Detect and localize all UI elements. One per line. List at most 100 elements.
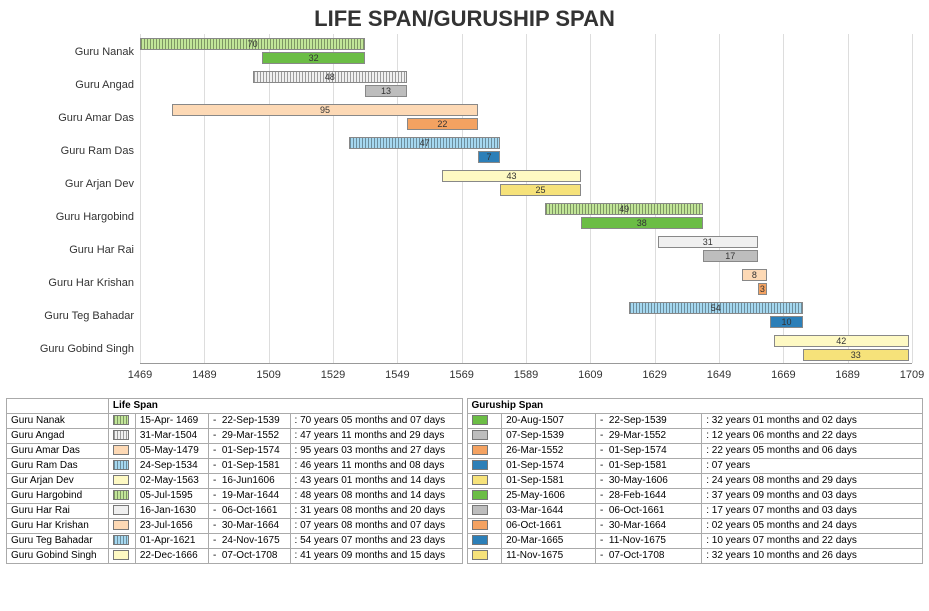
table-row: Guru Har Rai 16-Jan-1630- 06-Oct-1661: 31…	[7, 504, 463, 519]
y-label: Guru Amar Das	[58, 112, 134, 124]
row-to: - 06-Oct-1661	[208, 504, 290, 519]
table-row: 20-Mar-1665- 11-Nov-1675: 10 years 07 mo…	[467, 534, 923, 549]
row-dur: : 41 years 09 months and 15 days	[290, 549, 462, 564]
row-swatch	[467, 429, 502, 444]
table-row: Guru Angad31-Mar-1504- 29-Mar-1552: 47 y…	[7, 429, 463, 444]
guru-bar: 17	[703, 250, 758, 262]
gridline	[462, 34, 463, 363]
row-dur: : 31 years 08 months and 20 days	[290, 504, 462, 519]
guru-bar: 13	[365, 85, 407, 97]
row-swatch	[108, 549, 135, 564]
row-from: 15-Apr- 1469	[135, 414, 208, 429]
table-row: 06-Oct-1661- 30-Mar-1664: 02 years 05 mo…	[467, 519, 923, 534]
table-row: 01-Sep-1574- 01-Sep-1581: 07 years	[467, 459, 923, 474]
row-name: Guru Amar Das	[7, 444, 109, 459]
row-name: Guru Teg Bahadar	[7, 534, 109, 549]
row-dur: : 48 years 08 months and 14 days	[290, 489, 462, 504]
row-from: 01-Apr-1621	[135, 534, 208, 549]
row-dur: : 07 years	[702, 459, 923, 474]
life-bar: 70	[140, 38, 365, 50]
life-bar: 8	[742, 269, 768, 281]
gridline	[333, 34, 334, 363]
x-axis-labels: 1469148915091529154915691589160916291649…	[140, 369, 912, 389]
row-dur: : 46 years 11 months and 08 days	[290, 459, 462, 474]
y-label: Guru Teg Bahadar	[44, 310, 134, 322]
row-name: Gur Arjan Dev	[7, 474, 109, 489]
legend-tables: Life Span Guru Nanak15-Apr- 1469- 22-Sep…	[0, 394, 929, 568]
table-row: Guru Teg Bahadar01-Apr-1621- 24-Nov-1675…	[7, 534, 463, 549]
row-from: 16-Jan-1630	[135, 504, 208, 519]
y-label: Guru Ram Das	[61, 145, 134, 157]
row-name: Guru Har Krishan	[7, 519, 109, 534]
row-to: - 07-Oct-1708	[595, 549, 701, 564]
life-bar: 54	[629, 302, 803, 314]
row-from: 02-May-1563	[135, 474, 208, 489]
row-swatch	[108, 489, 135, 504]
life-table-header: Life Span	[108, 399, 462, 414]
row-dur: : 24 years 08 months and 29 days	[702, 474, 923, 489]
x-tick-label: 1689	[835, 369, 859, 381]
gridline	[269, 34, 270, 363]
x-tick-label: 1509	[256, 369, 280, 381]
row-name: Guru Har Rai	[7, 504, 109, 519]
x-tick-label: 1629	[642, 369, 666, 381]
row-name: Guru Nanak	[7, 414, 109, 429]
row-swatch	[467, 519, 502, 534]
table-row: 26-Mar-1552- 01-Sep-1574: 22 years 05 mo…	[467, 444, 923, 459]
row-dur: : 54 years 07 months and 23 days	[290, 534, 462, 549]
row-to: - 16-Jun1606	[208, 474, 290, 489]
guru-bar: 10	[770, 316, 802, 328]
life-bar: 48	[253, 71, 407, 83]
row-from: 25-May-1606	[502, 489, 596, 504]
row-to: - 01-Sep-1581	[595, 459, 701, 474]
row-from: 22-Dec-1666	[135, 549, 208, 564]
row-dur: : 10 years 07 months and 22 days	[702, 534, 923, 549]
table-row: Guru Gobind Singh22-Dec-1666- 07-Oct-170…	[7, 549, 463, 564]
row-name: Guru Angad	[7, 429, 109, 444]
row-from: 20-Aug-1507	[502, 414, 596, 429]
y-label: Gur Arjan Dev	[65, 178, 134, 190]
row-to: - 30-Mar-1664	[595, 519, 701, 534]
table-row: 11-Nov-1675- 07-Oct-1708: 32 years 10 mo…	[467, 549, 923, 564]
y-axis-labels: Guru NanakGuru AngadGuru Amar DasGuru Ra…	[8, 34, 140, 364]
row-to: - 29-Mar-1552	[595, 429, 701, 444]
row-from: 01-Sep-1574	[502, 459, 596, 474]
table-row: 20-Aug-1507- 22-Sep-1539: 32 years 01 mo…	[467, 414, 923, 429]
life-bar: 47	[349, 137, 500, 149]
x-tick-label: 1649	[707, 369, 731, 381]
gridline	[590, 34, 591, 363]
row-to: - 01-Sep-1574	[595, 444, 701, 459]
row-swatch	[108, 519, 135, 534]
guru-bar: 7	[478, 151, 501, 163]
life-bar: 95	[172, 104, 478, 116]
row-from: 11-Nov-1675	[502, 549, 596, 564]
life-bar: 49	[545, 203, 703, 215]
x-tick-label: 1589	[514, 369, 538, 381]
table-row: Guru Ram Das24-Sep-1534- 01-Sep-1581: 46…	[7, 459, 463, 474]
row-to: - 29-Mar-1552	[208, 429, 290, 444]
life-bar: 31	[658, 236, 758, 248]
table-row: Guru Har Krishan23-Jul-1656- 30-Mar-1664…	[7, 519, 463, 534]
row-to: - 01-Sep-1581	[208, 459, 290, 474]
row-from: 05-Jul-1595	[135, 489, 208, 504]
row-swatch	[467, 459, 502, 474]
row-dur: : 32 years 01 months and 02 days	[702, 414, 923, 429]
y-label: Guru Gobind Singh	[40, 343, 134, 355]
row-to: - 22-Sep-1539	[208, 414, 290, 429]
row-dur: : 32 years 10 months and 26 days	[702, 549, 923, 564]
guru-bar: 38	[581, 217, 703, 229]
row-to: - 22-Sep-1539	[595, 414, 701, 429]
table-row: Guru Hargobind05-Jul-1595- 19-Mar-1644: …	[7, 489, 463, 504]
row-swatch	[467, 444, 502, 459]
row-swatch	[467, 504, 502, 519]
x-tick-label: 1669	[771, 369, 795, 381]
gridline	[848, 34, 849, 363]
x-tick-label: 1489	[192, 369, 216, 381]
row-from: 05-May-1479	[135, 444, 208, 459]
gridline	[140, 34, 141, 363]
row-to: - 06-Oct-1661	[595, 504, 701, 519]
life-rows: Guru Nanak15-Apr- 1469- 22-Sep-1539: 70 …	[7, 414, 463, 564]
row-to: - 11-Nov-1675	[595, 534, 701, 549]
y-label: Guru Angad	[75, 79, 134, 91]
gridline	[526, 34, 527, 363]
